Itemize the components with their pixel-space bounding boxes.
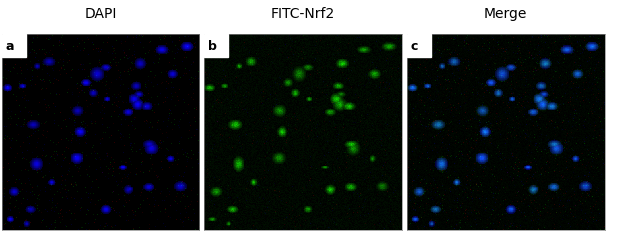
Text: DAPI: DAPI [85,7,117,21]
Text: c: c [411,40,419,53]
Text: a: a [6,40,15,53]
Text: FITC-Nrf2: FITC-Nrf2 [271,7,335,21]
Bar [407,34,431,57]
Text: b: b [208,40,217,53]
Bar [204,34,228,57]
Text: Merge: Merge [484,7,527,21]
Bar [2,34,25,57]
